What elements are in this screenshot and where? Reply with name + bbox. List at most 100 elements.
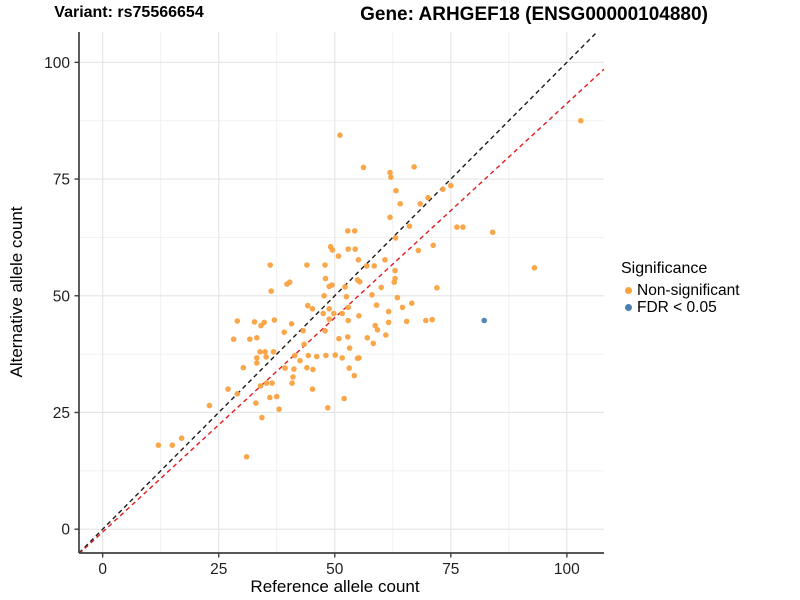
point-non-significant: [243, 454, 250, 460]
fit-line: [79, 68, 604, 553]
point-non-significant: [372, 322, 379, 329]
point-non-significant: [251, 319, 258, 325]
point-non-significant: [454, 224, 460, 230]
point-non-significant: [345, 304, 352, 311]
point-non-significant: [257, 349, 263, 355]
point-non-significant: [429, 316, 436, 323]
identity-line: [79, 32, 599, 553]
point-non-significant: [352, 246, 359, 252]
point-non-significant: [269, 380, 275, 386]
point-non-significant: [397, 201, 404, 207]
y-axis-label: Alternative allele count: [7, 206, 26, 378]
legend-title: Significance: [621, 260, 708, 277]
point-non-significant: [273, 393, 280, 400]
point-non-significant: [310, 366, 316, 373]
point-non-significant: [325, 405, 331, 411]
point-non-significant: [357, 279, 363, 285]
y-tick-label: 0: [61, 522, 70, 539]
point-non-significant: [406, 223, 413, 229]
point-non-significant: [411, 164, 417, 170]
point-non-significant: [326, 283, 333, 290]
point-non-significant: [343, 293, 350, 300]
point-non-significant: [374, 327, 381, 333]
point-non-significant: [360, 164, 367, 171]
point-non-significant: [403, 318, 410, 325]
point-non-significant: [425, 194, 431, 201]
point-non-significant: [364, 263, 370, 269]
point-non-significant: [578, 117, 584, 124]
point-non-significant: [263, 354, 269, 360]
legend: Significance Non-significant FDR < 0.05: [621, 260, 740, 316]
point-non-significant: [282, 365, 288, 371]
point-non-significant: [460, 224, 466, 230]
point-non-significant: [339, 310, 346, 317]
point-non-significant: [267, 394, 273, 401]
point-non-significant: [423, 317, 429, 324]
point-non-significant: [346, 345, 353, 351]
point-non-significant: [305, 302, 311, 309]
point-non-significant: [259, 414, 265, 421]
point-non-significant: [434, 285, 440, 291]
point-non-significant: [304, 364, 310, 371]
x-tick-label: 75: [442, 561, 459, 578]
point-non-significant: [364, 335, 371, 341]
y-tick-label: 25: [53, 405, 70, 422]
point-non-significant: [430, 242, 437, 249]
point-non-significant: [326, 316, 333, 322]
point-non-significant: [417, 201, 424, 207]
point-non-significant: [351, 372, 358, 379]
point-non-significant: [291, 366, 297, 372]
point-non-significant: [305, 352, 312, 359]
point-non-significant: [155, 442, 162, 449]
point-non-significant: [335, 253, 342, 259]
y-tick-label: 100: [44, 55, 70, 72]
point-non-significant: [322, 328, 328, 334]
point-non-significant: [322, 262, 328, 268]
point-non-significant: [531, 265, 538, 271]
point-non-significant: [409, 300, 415, 307]
x-tick-label: 100: [554, 561, 580, 578]
x-axis-label: Reference allele count: [250, 577, 420, 596]
point-non-significant: [169, 442, 176, 449]
point-non-significant: [320, 310, 327, 317]
point-non-significant: [253, 335, 260, 341]
point-non-significant: [332, 352, 339, 358]
point-non-significant: [178, 435, 185, 442]
point-non-significant: [339, 355, 346, 361]
point-non-significant: [247, 336, 253, 343]
point-non-significant: [489, 229, 496, 236]
point-non-significant: [309, 306, 316, 312]
point-non-significant: [230, 336, 237, 343]
point-non-significant: [321, 293, 327, 299]
point-non-significant: [392, 235, 399, 241]
x-tick-label: 0: [98, 561, 107, 578]
legend-item-fdr-significant: FDR < 0.05: [621, 299, 740, 316]
point-non-significant: [341, 395, 347, 402]
point-non-significant: [371, 263, 378, 269]
point-non-significant: [297, 357, 303, 364]
point-non-significant: [448, 182, 454, 189]
point-non-significant: [440, 186, 446, 193]
point-non-significant: [355, 257, 362, 263]
legend-item-non-significant: Non-significant: [621, 282, 740, 299]
point-non-significant: [342, 284, 348, 290]
point-non-significant: [331, 310, 337, 317]
fdr-significant-swatch-icon: [625, 304, 632, 311]
point-non-significant: [286, 279, 293, 286]
x-tick-label: 50: [326, 561, 344, 578]
point-non-significant: [240, 364, 247, 371]
point-non-significant: [323, 352, 329, 359]
y-tick-label: 75: [53, 172, 70, 189]
point-non-significant: [370, 340, 377, 347]
point-fdr-significant: [481, 317, 488, 324]
point-non-significant: [304, 262, 310, 268]
point-non-significant: [337, 132, 343, 138]
point-non-significant: [329, 247, 336, 253]
point-non-significant: [313, 353, 320, 360]
point-non-significant: [234, 391, 241, 397]
point-non-significant: [288, 321, 295, 327]
point-non-significant: [257, 383, 264, 389]
point-non-significant: [392, 267, 398, 274]
gene-title: Gene: ARHGEF18 (ENSG00000104880): [360, 4, 708, 25]
